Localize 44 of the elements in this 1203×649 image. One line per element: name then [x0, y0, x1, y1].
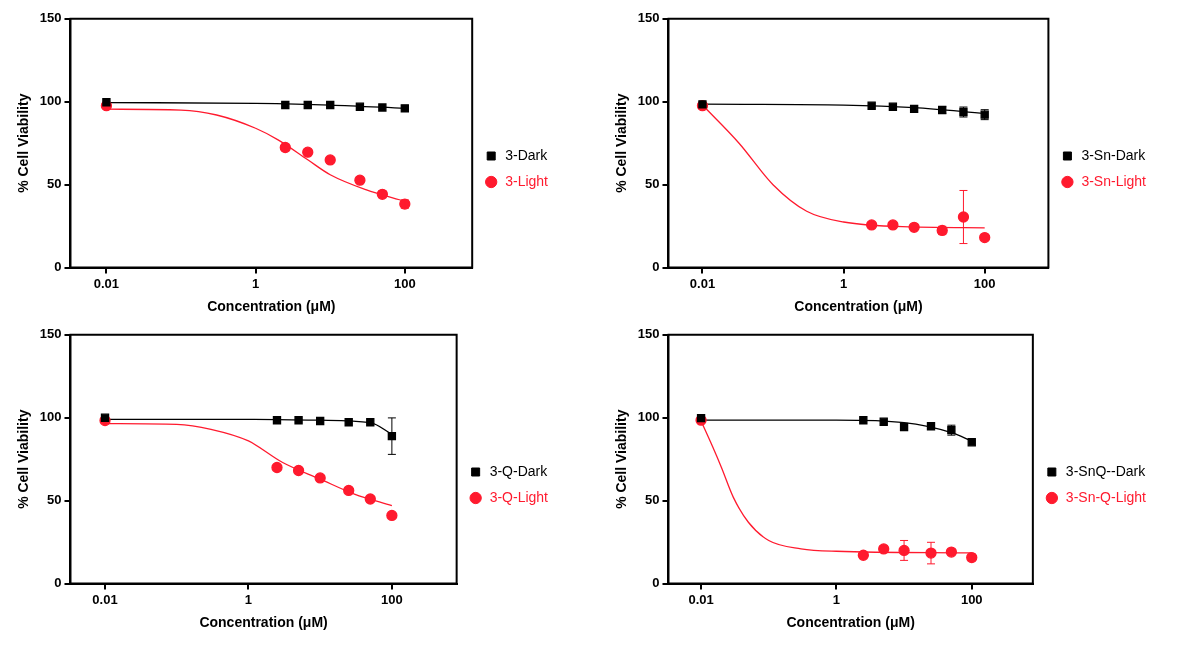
x-tick-label: 1	[839, 275, 848, 291]
y-tick-label: 150	[637, 10, 660, 26]
x-tick-label: 100	[393, 275, 416, 291]
y-axis-title: % Cell Viability	[15, 93, 32, 193]
x-tick-label: 0.01	[92, 591, 118, 607]
x-axis-title: Concentration (μM)	[794, 298, 923, 315]
y-tick-label: 100	[39, 93, 62, 109]
y-tick-label: 50	[47, 492, 62, 508]
legend-label: 3-Q-Light	[489, 488, 549, 505]
x-axis-title: Concentration (μM)	[207, 298, 336, 315]
x-tick-label: 1	[252, 275, 260, 291]
x-tick-label: 100	[960, 591, 983, 607]
x-axis-title: Concentration (μM)	[786, 614, 915, 631]
y-tick-label: 0	[54, 259, 62, 275]
legend-label: 3-SnQ--Dark	[1065, 462, 1147, 479]
y-tick-label: 50	[645, 492, 660, 508]
y-tick-label: 0	[652, 259, 660, 275]
x-tick-label: 100	[381, 591, 403, 607]
y-tick-label: 100	[637, 409, 660, 425]
y-tick-label: 50	[645, 176, 660, 192]
legend-label: 3-Light	[505, 172, 549, 189]
y-tick-label: 100	[39, 409, 62, 425]
y-axis-title: % Cell Viability	[613, 93, 630, 193]
x-tick-label: 0.01	[689, 275, 716, 291]
x-tick-label: 1	[832, 591, 841, 607]
legend-label: 3-Sn-Q-Light	[1065, 488, 1147, 505]
y-tick-label: 150	[637, 326, 660, 342]
x-tick-label: 1	[244, 591, 253, 607]
y-tick-label: 50	[47, 176, 62, 192]
y-tick-label: 0	[54, 575, 62, 591]
legend-label: 3-Q-Dark	[489, 462, 549, 479]
x-tick-label: 0.01	[93, 275, 120, 291]
legend-label: 3-Sn-Dark	[1081, 146, 1147, 163]
x-axis-title: Concentration (μM)	[199, 614, 328, 631]
y-tick-label: 0	[652, 575, 660, 591]
y-axis-title: % Cell Viability	[15, 409, 32, 509]
x-tick-label: 0.01	[688, 591, 714, 607]
x-tick-label: 100	[973, 275, 996, 291]
y-axis-title: % Cell Viability	[613, 409, 630, 509]
legend-label: 3-Sn-Light	[1081, 172, 1147, 189]
y-tick-label: 100	[637, 93, 660, 109]
y-tick-label: 150	[39, 10, 62, 26]
y-tick-label: 150	[39, 326, 62, 342]
legend-label: 3-Dark	[505, 146, 549, 163]
